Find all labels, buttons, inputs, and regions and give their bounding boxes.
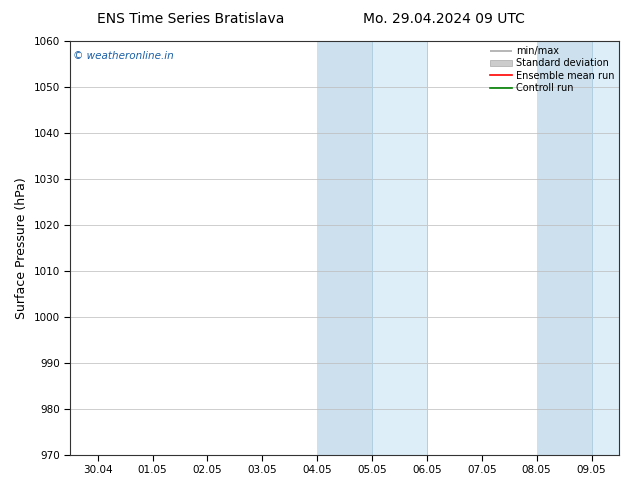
Y-axis label: Surface Pressure (hPa): Surface Pressure (hPa) xyxy=(15,177,28,318)
Bar xyxy=(372,41,427,455)
Bar xyxy=(317,41,372,455)
Legend: min/max, Standard deviation, Ensemble mean run, Controll run: min/max, Standard deviation, Ensemble me… xyxy=(488,44,616,95)
Text: ENS Time Series Bratislava: ENS Time Series Bratislava xyxy=(96,12,284,26)
Text: © weatheronline.in: © weatheronline.in xyxy=(73,51,174,61)
Text: Mo. 29.04.2024 09 UTC: Mo. 29.04.2024 09 UTC xyxy=(363,12,525,26)
Bar xyxy=(537,41,592,455)
Bar xyxy=(592,41,619,455)
